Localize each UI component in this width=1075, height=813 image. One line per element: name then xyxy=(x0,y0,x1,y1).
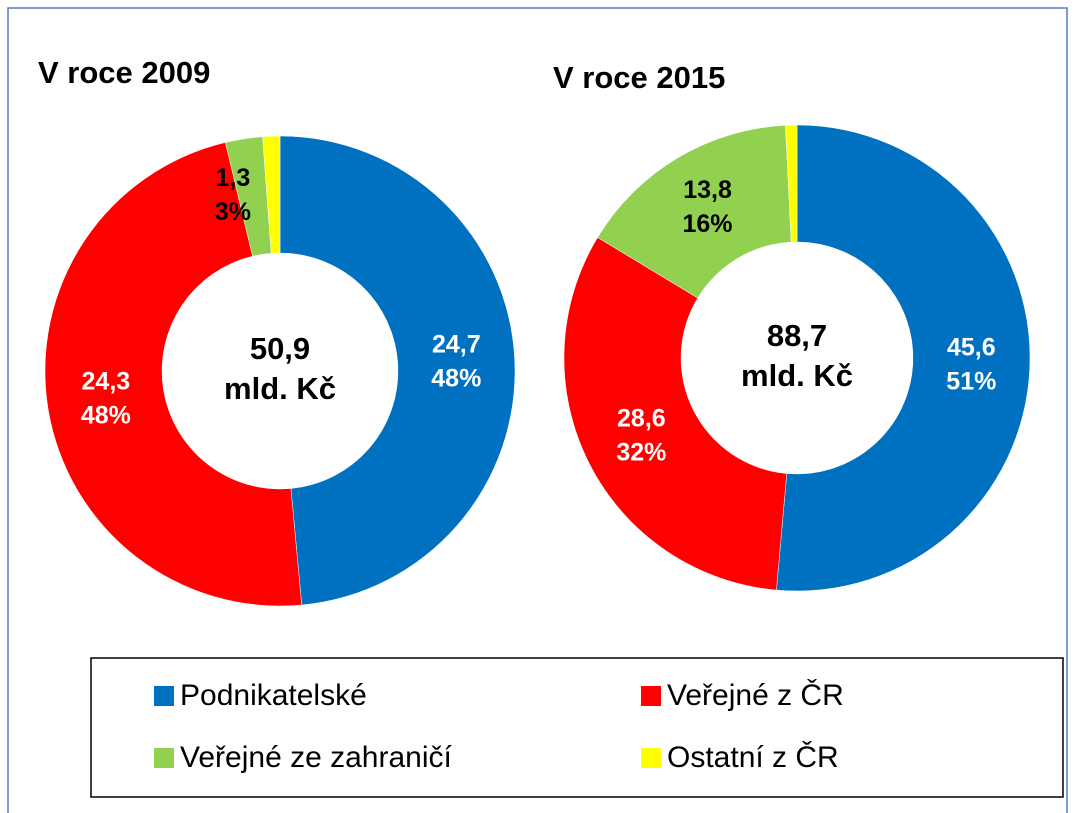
unit-label: mld. Kč xyxy=(224,371,336,406)
donut-slice xyxy=(785,124,798,243)
value-label: 13,8 xyxy=(683,176,732,204)
donut-slice xyxy=(262,135,281,254)
chart-title: V roce 2015 xyxy=(553,60,725,95)
donut-slice xyxy=(597,125,792,299)
unit-label: mld. Kč xyxy=(741,358,853,393)
value-label: 28,6 xyxy=(617,405,666,433)
legend-box xyxy=(90,657,1064,798)
legend-swatch xyxy=(154,686,174,706)
legend-swatch xyxy=(641,748,661,768)
donut-slice xyxy=(279,135,516,606)
frame xyxy=(7,7,1068,813)
legend-swatch xyxy=(641,686,661,706)
legend-label: Podnikatelské xyxy=(180,679,367,712)
percent-label: 48% xyxy=(81,401,131,429)
total-label: 50,9 xyxy=(250,331,310,366)
legend-label: Veřejné ze zahraničí xyxy=(180,741,452,774)
percent-label: 51% xyxy=(946,367,996,395)
legend-swatch xyxy=(154,748,174,768)
legend-label: Veřejné z ČR xyxy=(667,678,844,712)
legend-label: Ostatní z ČR xyxy=(667,740,839,774)
value-label: 24,7 xyxy=(432,330,481,358)
value-label: 45,6 xyxy=(947,333,996,361)
percent-label: 16% xyxy=(683,210,733,238)
donut-slice xyxy=(44,142,302,607)
total-label: 88,7 xyxy=(767,318,827,353)
donut-slice xyxy=(563,237,788,591)
percent-label: 3% xyxy=(215,198,251,226)
value-label: 1,3 xyxy=(215,164,250,192)
percent-label: 32% xyxy=(616,439,666,467)
percent-label: 48% xyxy=(431,364,481,392)
chart-title: V roce 2009 xyxy=(38,55,210,90)
donut-slice xyxy=(776,124,1031,592)
value-label: 24,3 xyxy=(82,367,131,395)
